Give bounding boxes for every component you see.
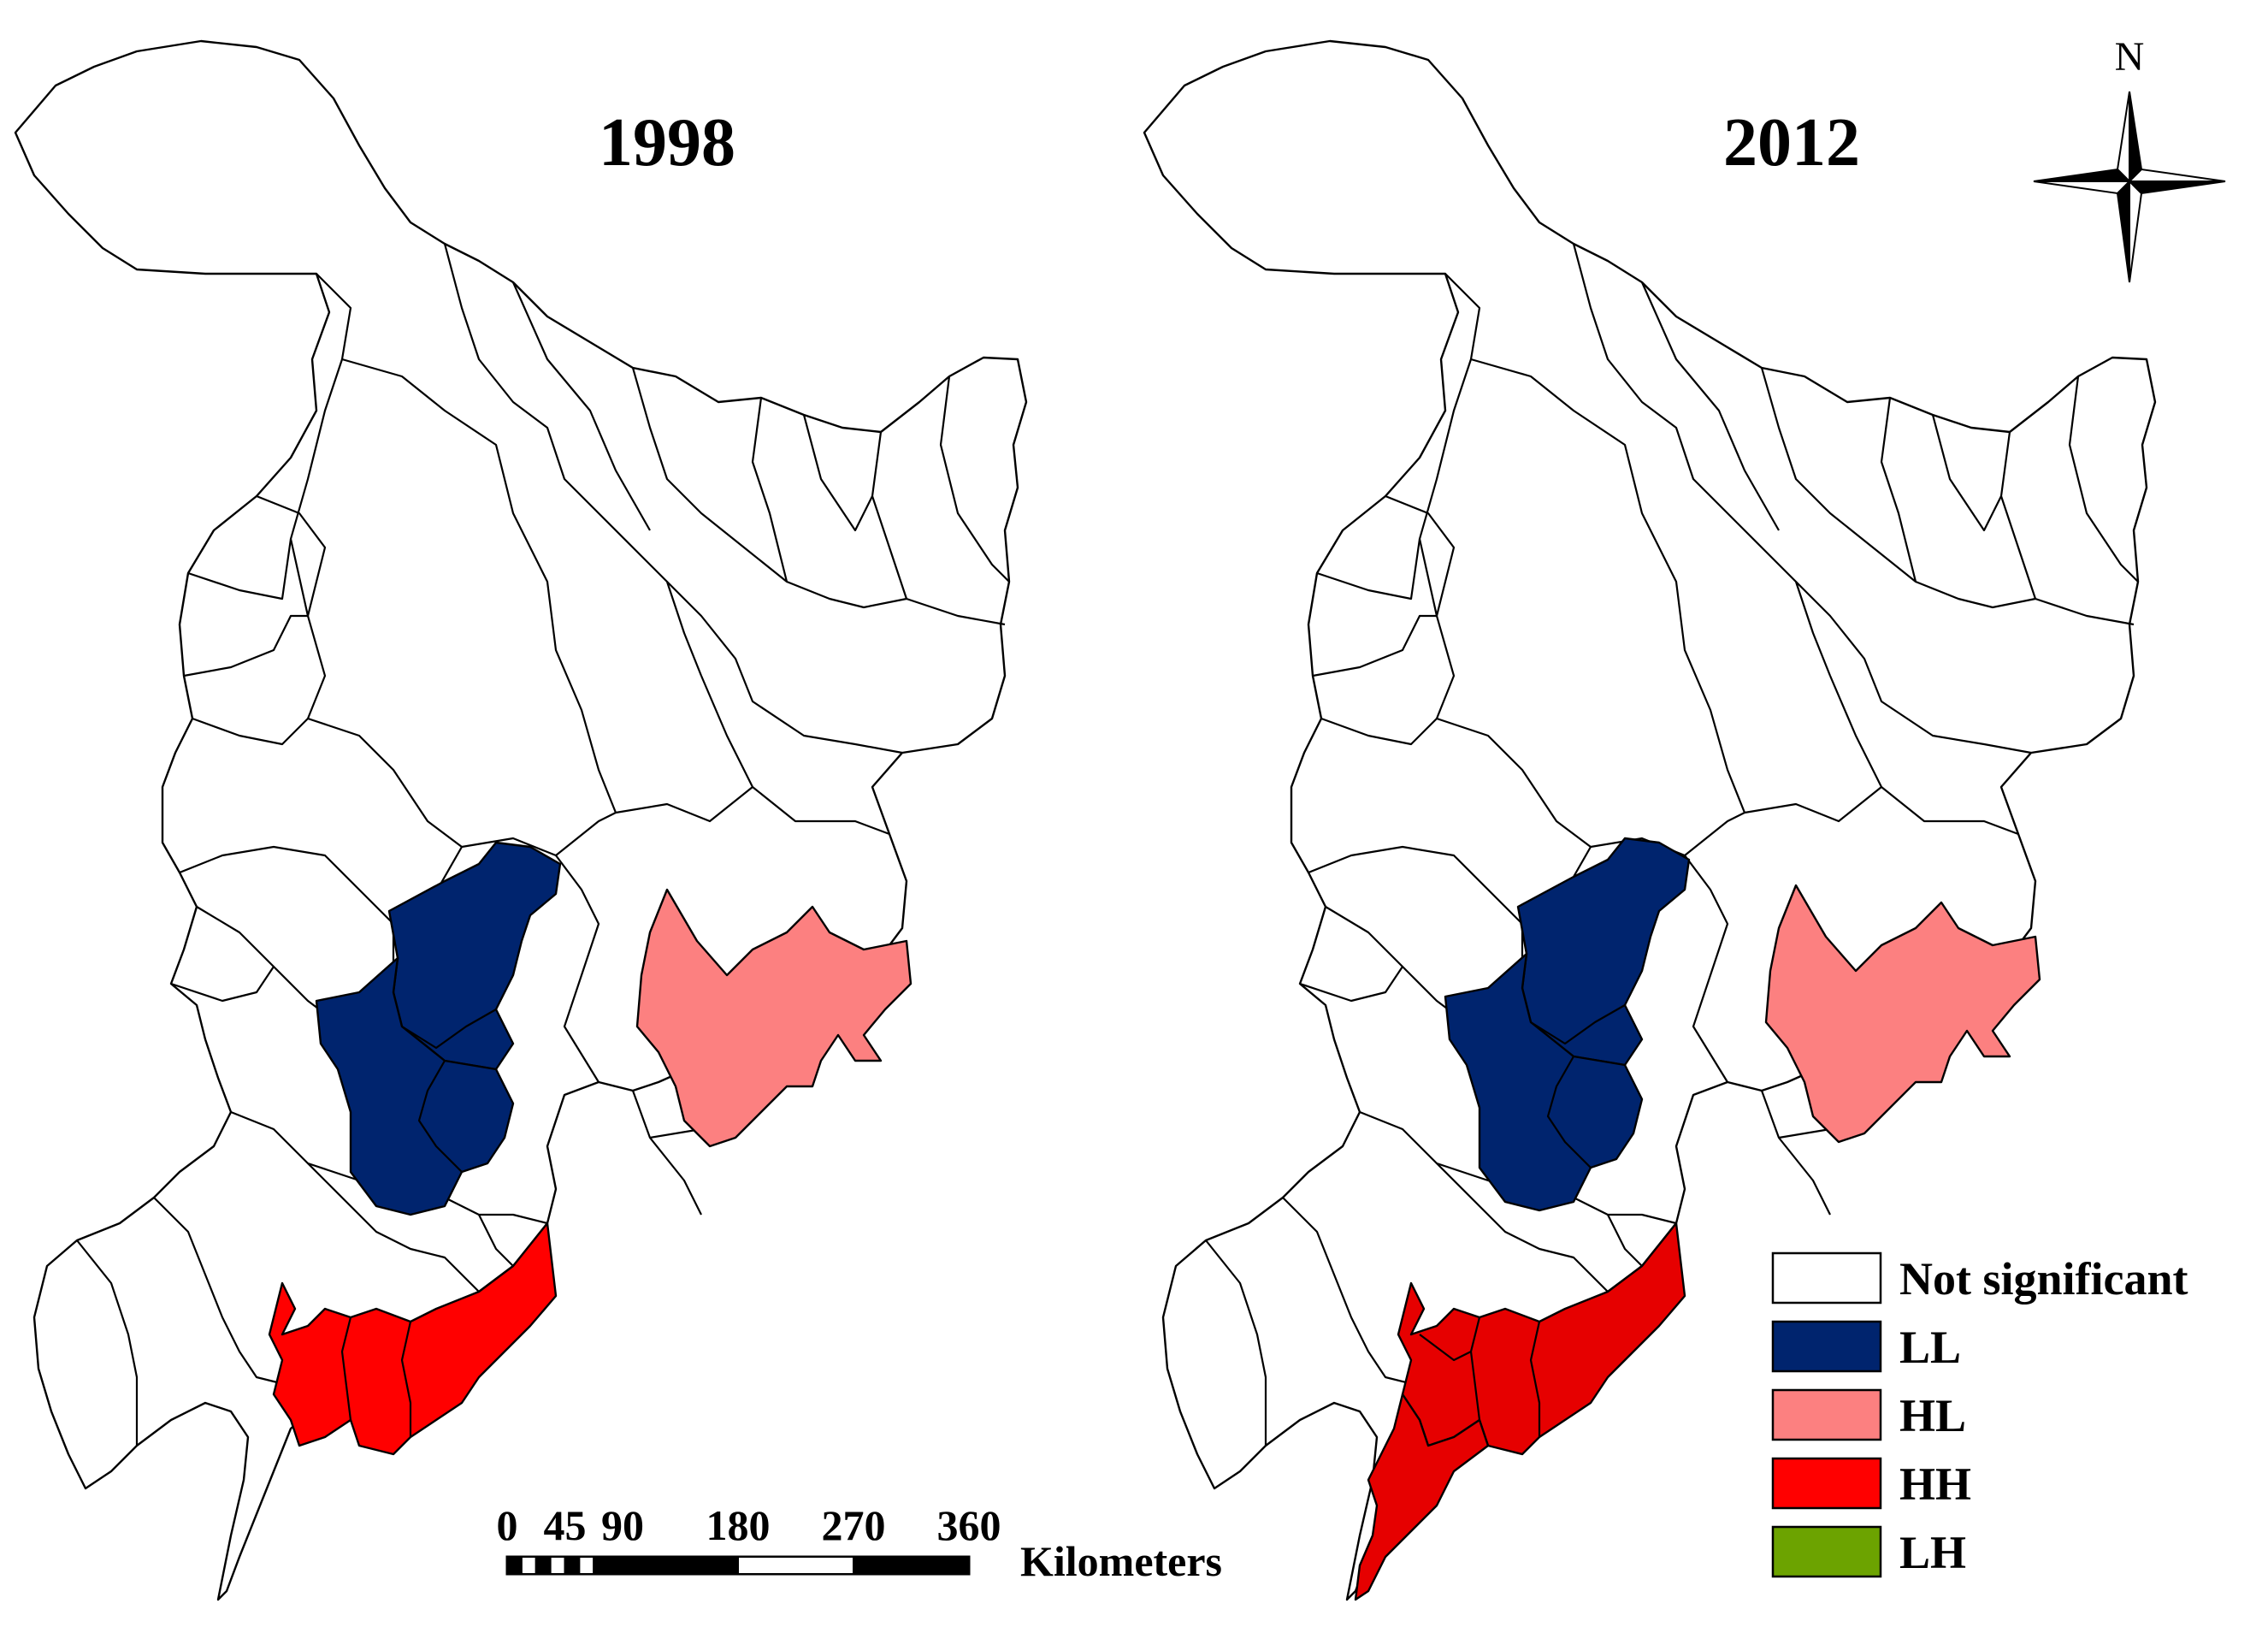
cluster-east-block	[1764, 884, 2041, 1144]
map-title-2012: 2012	[1723, 105, 1860, 180]
compass-rose-icon: N	[2033, 34, 2226, 283]
legend-swatch-hl	[1771, 1388, 1882, 1441]
scale-unit-label: Kilometers	[1020, 1537, 1222, 1585]
scale-tick-label: 270	[822, 1501, 886, 1549]
cluster-peninsula	[1354, 1393, 1490, 1601]
scale-tick-label: 0	[497, 1501, 518, 1549]
scale-tick-label: 360	[937, 1501, 1001, 1549]
legend-label-lh: LH	[1899, 1527, 1966, 1578]
legend-label-hh: HH	[1899, 1458, 1971, 1510]
north-label: N	[2115, 34, 2145, 80]
legend-label-ll: LL	[1899, 1322, 1961, 1373]
legend-swatch-ll	[1771, 1320, 1882, 1373]
legend-swatch-hh	[1771, 1457, 1882, 1510]
legend: Not significant LL HL HH LH	[1771, 1251, 2188, 1578]
scale-tick-label: 180	[706, 1501, 771, 1549]
cluster-south-block	[315, 956, 515, 1216]
scale-bar: 0 45 90 180 270 360 Kilometers	[497, 1501, 1223, 1585]
legend-swatch-lh	[1771, 1525, 1882, 1578]
map-2012: 2012	[1143, 39, 2157, 1601]
legend-label-hl: HL	[1899, 1390, 1966, 1441]
legend-swatch-not-significant	[1771, 1251, 1882, 1305]
scale-tick-label: 45	[544, 1501, 587, 1549]
map-title-1998: 1998	[599, 105, 735, 180]
cluster-south-coast	[268, 1222, 558, 1456]
legend-label-not-significant: Not significant	[1899, 1253, 2188, 1305]
cluster-south-block	[1444, 952, 1644, 1212]
scale-tick-label: 90	[601, 1501, 644, 1549]
map-1998: 1998	[14, 39, 1028, 1601]
cluster-east-block	[635, 888, 913, 1148]
